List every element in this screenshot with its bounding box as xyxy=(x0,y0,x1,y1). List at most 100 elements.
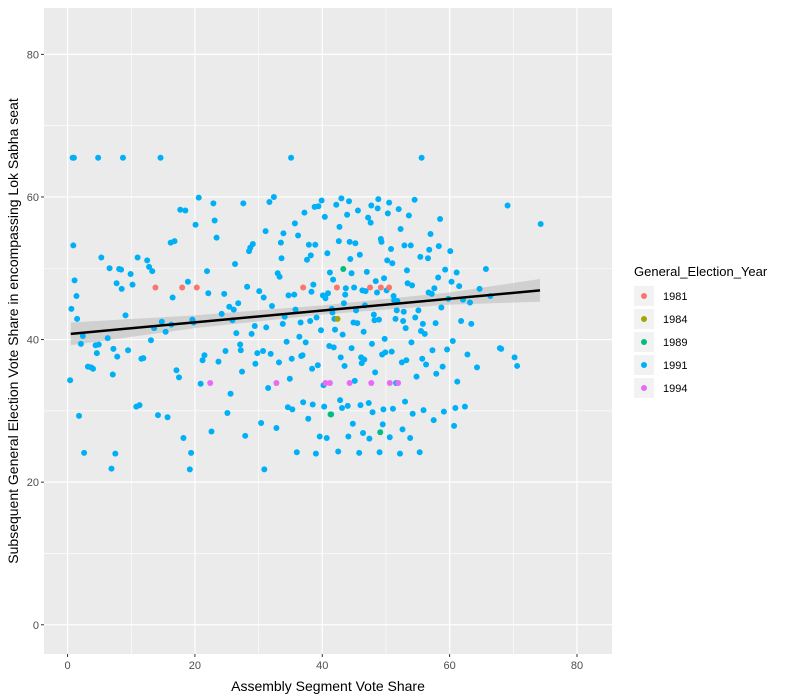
legend-marker-1991 xyxy=(641,362,647,368)
point-1991 xyxy=(326,269,333,276)
point-1991 xyxy=(248,330,255,337)
point-1991 xyxy=(274,270,281,277)
point-1991 xyxy=(386,434,393,441)
point-1991 xyxy=(233,330,240,337)
point-1981 xyxy=(333,284,340,291)
point-1991 xyxy=(232,260,239,267)
point-1991 xyxy=(260,294,267,301)
point-1984 xyxy=(334,315,341,322)
point-1991 xyxy=(279,320,286,327)
point-1991 xyxy=(380,406,387,413)
legend: General_Election_Year 198119841989199119… xyxy=(634,264,768,398)
point-1991 xyxy=(112,450,119,457)
point-1991 xyxy=(307,318,314,325)
point-1991 xyxy=(237,341,244,348)
point-1991 xyxy=(368,340,375,347)
point-1991 xyxy=(342,285,349,292)
point-1991 xyxy=(249,241,256,248)
minor-gridlines xyxy=(44,8,612,654)
point-1991 xyxy=(339,331,346,338)
point-1991 xyxy=(285,292,292,299)
point-1991 xyxy=(341,362,348,369)
point-1991 xyxy=(435,243,442,250)
point-1991 xyxy=(180,434,187,441)
point-1991 xyxy=(305,415,312,422)
point-1991 xyxy=(347,255,354,262)
point-1991 xyxy=(374,289,381,296)
point-1991 xyxy=(114,353,121,360)
point-1991 xyxy=(288,355,295,362)
point-1991 xyxy=(106,265,113,272)
point-1991 xyxy=(357,402,364,409)
point-1991 xyxy=(182,207,189,214)
point-1991 xyxy=(318,197,325,204)
point-1991 xyxy=(110,345,117,352)
point-1991 xyxy=(363,268,370,275)
point-1991 xyxy=(300,399,307,406)
point-1991 xyxy=(184,278,191,285)
point-1991 xyxy=(261,466,268,473)
point-1991 xyxy=(356,449,363,456)
point-1991 xyxy=(312,241,319,248)
point-1991 xyxy=(277,239,284,246)
point-1981 xyxy=(193,284,200,291)
point-1994 xyxy=(322,380,329,387)
point-1991 xyxy=(175,374,182,381)
point-1991 xyxy=(381,335,388,342)
point-1991 xyxy=(188,449,195,456)
point-1991 xyxy=(400,318,407,325)
point-1991 xyxy=(419,355,426,362)
point-1991 xyxy=(403,267,410,274)
point-1991 xyxy=(315,203,322,210)
point-1991 xyxy=(482,265,489,272)
point-1991 xyxy=(367,219,374,226)
point-1991 xyxy=(409,410,416,417)
point-1991 xyxy=(439,363,446,370)
point-1991 xyxy=(333,201,340,208)
point-1991 xyxy=(402,398,409,405)
point-1991 xyxy=(296,333,303,340)
point-1991 xyxy=(146,263,153,270)
point-1991 xyxy=(372,278,379,285)
point-1991 xyxy=(211,217,218,224)
point-1991 xyxy=(226,303,233,310)
point-1991 xyxy=(177,206,184,213)
point-1991 xyxy=(421,330,428,337)
point-1991 xyxy=(345,433,352,440)
point-1991 xyxy=(337,354,344,361)
point-1991 xyxy=(215,358,222,365)
x-tick-label: 60 xyxy=(443,660,455,672)
point-1991 xyxy=(412,314,419,321)
point-1991 xyxy=(116,265,123,272)
point-1991 xyxy=(278,255,285,262)
point-1991 xyxy=(136,402,143,409)
point-1991 xyxy=(71,277,78,284)
point-1991 xyxy=(381,275,388,282)
point-1991 xyxy=(95,341,102,348)
point-1991 xyxy=(374,205,381,212)
point-1991 xyxy=(448,278,455,285)
y-tick-label: 0 xyxy=(33,620,39,632)
point-1991 xyxy=(352,240,359,247)
point-1991 xyxy=(351,284,358,291)
point-1991 xyxy=(119,154,126,161)
point-1991 xyxy=(537,221,544,228)
point-1991 xyxy=(192,221,199,228)
point-1991 xyxy=(218,310,225,317)
point-1991 xyxy=(468,320,475,327)
point-1991 xyxy=(258,419,265,426)
point-1991 xyxy=(197,380,204,387)
point-1991 xyxy=(376,449,383,456)
legend-marker-1994 xyxy=(641,385,647,391)
legend-marker-1981 xyxy=(641,293,647,299)
point-1991 xyxy=(384,257,391,264)
point-1991 xyxy=(90,365,97,372)
point-1991 xyxy=(411,196,418,203)
point-1991 xyxy=(413,373,420,380)
point-1991 xyxy=(293,449,300,456)
point-1991 xyxy=(392,315,399,322)
point-1991 xyxy=(397,226,404,233)
point-1991 xyxy=(208,428,215,435)
point-1991 xyxy=(302,339,309,346)
y-axis-title: Subsequent General Election Vote Share i… xyxy=(5,98,21,564)
